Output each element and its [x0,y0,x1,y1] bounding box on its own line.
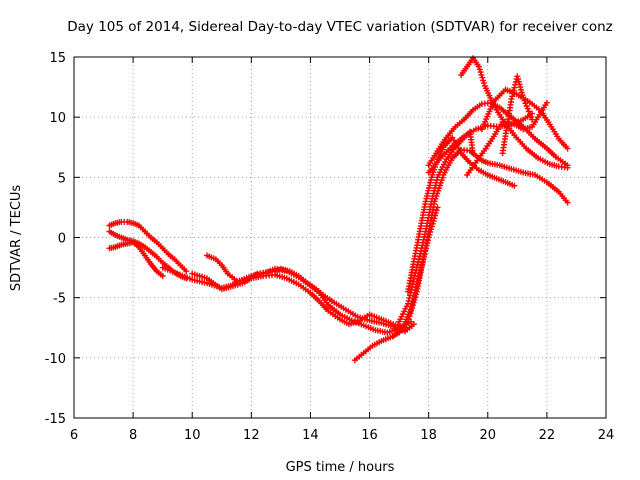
series-markers [405,134,518,295]
y-tick-label: 15 [49,51,66,66]
x-tick-label: 24 [598,428,615,443]
x-tick-label: 12 [243,428,260,443]
series-track-f [189,270,409,331]
series-track-n [478,86,571,152]
y-tick-label: -10 [45,352,66,367]
x-axis-label: GPS time / hours [286,460,395,475]
x-tick-label: 10 [184,428,201,443]
series-markers [499,73,536,157]
chart-title: Day 105 of 2014, Sidereal Day-to-day VTE… [67,19,613,35]
y-tick-label: 0 [58,232,66,247]
x-tick-labels: 6 8 10 12 14 16 18 20 22 24 [70,428,614,443]
y-tick-label: -5 [53,292,66,307]
series-markers [464,99,550,178]
x-tick-label: 8 [129,428,137,443]
x-tick-label: 18 [420,428,437,443]
x-tick-label: 14 [302,428,319,443]
x-tick-label: 22 [539,428,556,443]
series-track-m [464,99,550,178]
series-track-a [106,218,190,275]
y-axis-label: SDTVAR / TECUs [9,185,24,292]
x-tick-label: 16 [361,428,378,443]
x-tick-label: 20 [480,428,497,443]
series-track-c [106,239,166,280]
y-tick-labels: 15 10 5 0 -5 -10 -15 [45,51,66,427]
y-tick-label: -15 [45,412,66,427]
series-track-h [405,134,518,295]
series-group [106,55,571,364]
series-track-p [390,204,441,340]
series-markers [106,239,166,280]
series-markers [189,270,409,331]
series-line [354,149,569,361]
plot-frame [73,56,607,419]
series-markers [106,218,190,275]
x-tick-label: 6 [70,428,78,443]
y-tick-label: 5 [58,171,66,186]
series-markers [478,86,571,152]
series-track-o [499,73,536,157]
series-markers [390,204,441,340]
y-tick-label: 10 [49,111,66,126]
